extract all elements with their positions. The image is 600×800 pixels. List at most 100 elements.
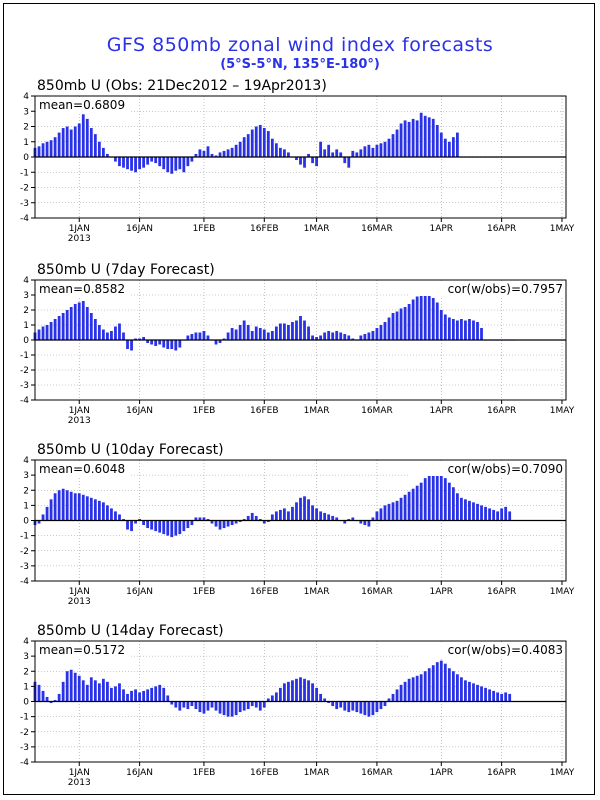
- bar: [383, 701, 387, 707]
- bar: [53, 493, 57, 521]
- bar: [150, 687, 154, 702]
- bar: [174, 340, 178, 351]
- x-tick-label: 1MAY: [550, 587, 575, 597]
- bar: [363, 334, 367, 340]
- bar: [351, 701, 355, 711]
- bar: [311, 335, 314, 340]
- x-tick-label: 1JAN: [69, 224, 90, 234]
- bar: [138, 157, 141, 170]
- bar: [460, 319, 463, 340]
- bar: [367, 520, 371, 527]
- y-tick-label: -1: [20, 713, 29, 723]
- panel-4-title: 850mb U (14day Forecast): [37, 623, 224, 639]
- bar: [343, 701, 347, 711]
- bar: [162, 520, 166, 535]
- bar: [323, 149, 327, 157]
- bar: [194, 332, 198, 340]
- bar: [331, 332, 335, 340]
- bar: [480, 505, 483, 521]
- x-tick-label: 1MAR: [304, 224, 330, 234]
- bar: [206, 146, 210, 157]
- x-tick-label: 16FEB: [250, 406, 279, 416]
- bar: [447, 668, 451, 702]
- bar: [399, 684, 403, 702]
- y-tick-label: -3: [20, 562, 29, 572]
- bar: [85, 496, 89, 521]
- bar: [210, 153, 214, 157]
- bar: [218, 340, 222, 343]
- bar: [106, 332, 109, 340]
- bar: [81, 494, 85, 521]
- bar: [106, 681, 109, 702]
- bar: [97, 500, 101, 521]
- x-tick-sublabel: 2013: [68, 597, 91, 607]
- bar: [41, 690, 45, 702]
- bar: [202, 701, 206, 714]
- bar: [359, 335, 363, 340]
- bar: [443, 478, 447, 521]
- bar: [226, 701, 230, 717]
- y-tick-label: 0: [23, 517, 29, 527]
- bar: [246, 515, 250, 521]
- bar: [371, 701, 375, 716]
- bar: [451, 319, 455, 340]
- bar: [202, 331, 206, 340]
- bar: [194, 517, 198, 521]
- bar: [270, 695, 274, 702]
- bar: [162, 687, 166, 702]
- bar: [287, 511, 290, 521]
- bar: [182, 520, 186, 532]
- bar: [222, 338, 226, 340]
- bar: [170, 520, 174, 538]
- x-tick-label: 1FEB: [193, 587, 216, 597]
- bar: [45, 506, 49, 521]
- bar: [299, 497, 302, 521]
- bar: [291, 506, 294, 521]
- bar: [403, 120, 407, 157]
- bar: [130, 157, 133, 171]
- bar: [190, 520, 194, 526]
- bar: [331, 515, 335, 521]
- y-tick-label: 2: [23, 123, 29, 133]
- bar: [93, 680, 97, 702]
- cor-label: cor(w/obs)=0.7957: [448, 282, 563, 296]
- bar: [81, 301, 85, 340]
- bar: [69, 491, 73, 521]
- bar: [198, 332, 202, 340]
- x-tick-label: 1MAR: [304, 587, 330, 597]
- bar: [110, 508, 113, 521]
- bar: [206, 335, 210, 340]
- bar: [403, 494, 407, 521]
- bar: [488, 689, 491, 702]
- y-tick-label: -3: [20, 199, 29, 209]
- bar: [222, 150, 226, 157]
- bar: [65, 126, 69, 157]
- bar: [154, 340, 158, 346]
- bar: [170, 701, 174, 705]
- bar: [307, 326, 310, 340]
- bar: [258, 701, 262, 711]
- bar: [439, 310, 443, 340]
- bar: [246, 701, 250, 710]
- bar: [222, 701, 226, 716]
- x-tick-label: 1MAR: [304, 768, 330, 778]
- y-tick-label: -1: [20, 168, 29, 178]
- bar: [250, 331, 254, 340]
- bar: [363, 701, 367, 716]
- bar: [283, 323, 286, 340]
- y-tick-label: -4: [20, 758, 29, 768]
- bar: [423, 478, 427, 521]
- bar: [419, 293, 423, 340]
- bar: [49, 140, 53, 157]
- bar: [37, 684, 41, 702]
- bar: [375, 511, 379, 521]
- bar: [258, 518, 262, 521]
- bar: [150, 520, 154, 530]
- bar: [351, 338, 355, 340]
- bar: [142, 157, 146, 168]
- bar: [238, 520, 242, 523]
- bar: [363, 146, 367, 157]
- bar: [407, 678, 411, 702]
- y-tick-label: -4: [20, 577, 29, 587]
- cor-label-bg: [408, 462, 564, 476]
